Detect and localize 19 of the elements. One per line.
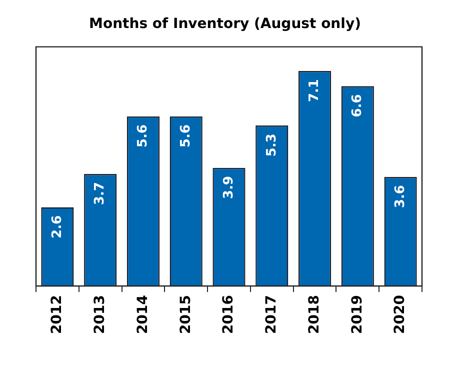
data-label: 7.1 <box>307 79 322 102</box>
chart-title: Months of Inventory (August only) <box>89 16 361 32</box>
x-tick-label: 2013 <box>92 295 108 334</box>
x-tick-label: 2019 <box>349 295 366 334</box>
data-label: 6.6 <box>350 94 366 118</box>
x-tick-label: 2014 <box>134 294 151 334</box>
data-label: 2.6 <box>50 215 65 238</box>
x-tick-label: 2018 <box>306 295 322 334</box>
data-label: 3.9 <box>221 176 236 199</box>
x-tick-label: 2020 <box>392 294 408 334</box>
data-label: 5.6 <box>178 124 194 148</box>
data-label: 3.6 <box>392 185 408 208</box>
x-tick-label: 2017 <box>264 295 280 334</box>
x-tick-label: 2012 <box>49 295 66 334</box>
data-label: 3.7 <box>92 182 108 206</box>
data-label: 5.6 <box>136 124 151 148</box>
data-label: 5.3 <box>264 134 280 157</box>
x-tick-label: 2016 <box>220 295 237 334</box>
x-tick-label: 2015 <box>178 295 194 334</box>
